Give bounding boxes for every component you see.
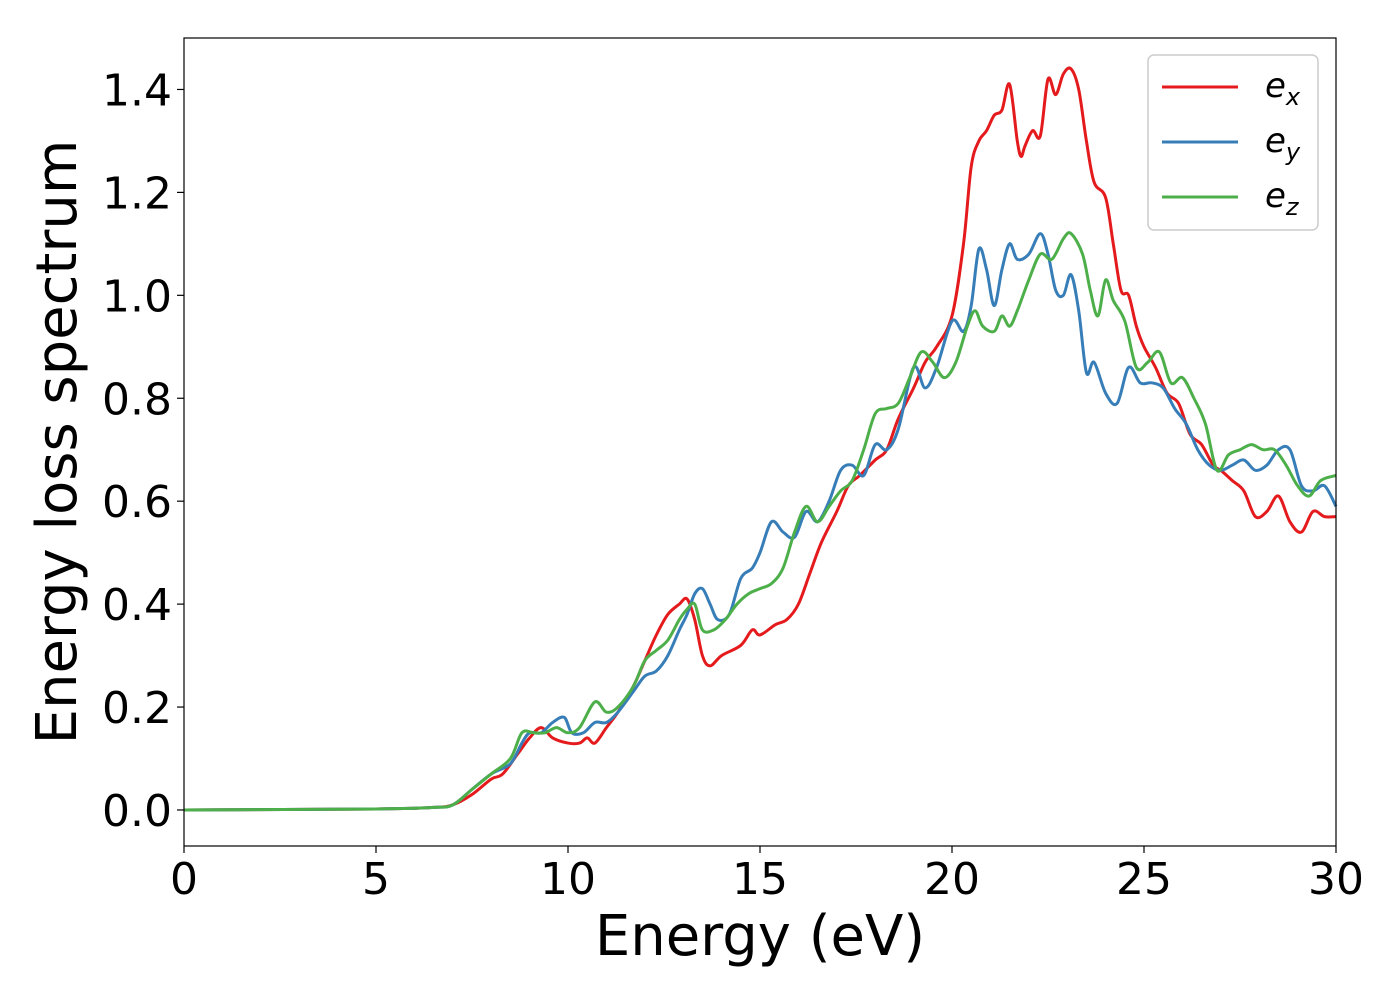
y-tick-label: 0.2 xyxy=(102,683,172,734)
y-tick-label: 1.2 xyxy=(102,168,172,219)
legend-label-e_x: ex xyxy=(1265,66,1301,111)
y-tick-label: 0.6 xyxy=(102,477,172,528)
x-tick-label: 15 xyxy=(732,854,788,905)
x-tick-label: 0 xyxy=(170,854,198,905)
y-tick-label: 0.0 xyxy=(102,786,172,837)
y-axis-title: Energy loss spectrum xyxy=(25,140,90,745)
plot-background xyxy=(184,38,1336,846)
legend: ex ey ez xyxy=(1147,54,1319,231)
y-axis: 0.0 0.2 0.4 0.6 0.8 1.0 1.2 1.4 xyxy=(102,65,184,837)
series-line-e_z xyxy=(183,231,1337,812)
x-tick-label: 10 xyxy=(540,854,596,905)
series-lines xyxy=(183,66,1338,812)
y-tick-label: 1.0 xyxy=(102,271,172,322)
series-line-e_y xyxy=(183,232,1338,812)
x-axis-title: Energy (eV) xyxy=(595,904,925,969)
y-tick-label: 0.8 xyxy=(102,374,172,425)
x-tick-label: 30 xyxy=(1308,854,1364,905)
y-tick-label: 0.4 xyxy=(102,580,172,631)
x-tick-label: 20 xyxy=(924,854,980,905)
series-line-e_x xyxy=(183,66,1337,812)
x-axis: 0 5 10 15 20 25 30 xyxy=(170,846,1364,905)
y-tick-label: 1.4 xyxy=(102,65,172,116)
x-tick-label: 5 xyxy=(362,854,390,905)
legend-label-e_z: ez xyxy=(1265,176,1300,221)
x-tick-label: 25 xyxy=(1116,854,1172,905)
legend-label-e_y: ey xyxy=(1265,121,1301,166)
